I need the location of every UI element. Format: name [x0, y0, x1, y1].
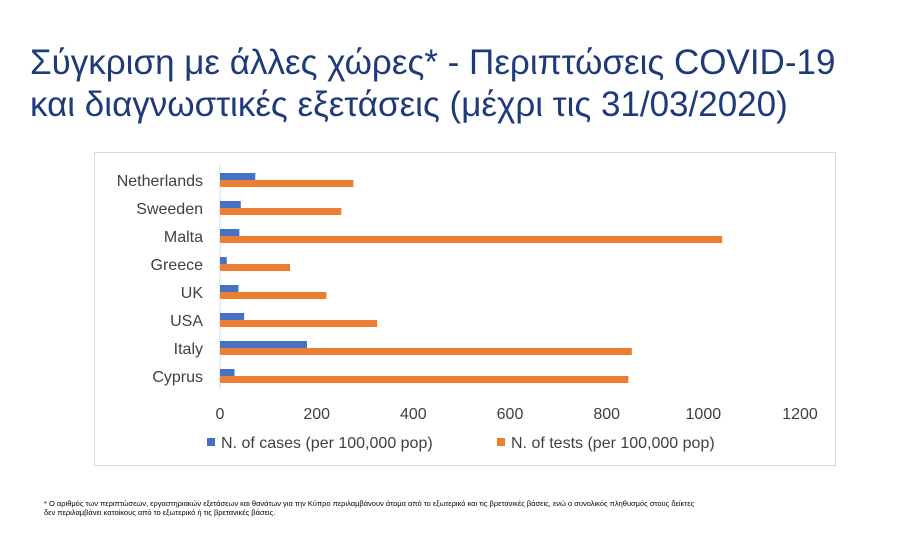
- bar-tests: [220, 236, 723, 243]
- category-label: USA: [170, 313, 203, 330]
- x-tick-label: 0: [216, 406, 225, 423]
- bar-cases: [220, 369, 235, 376]
- chart-legend: N. of cases (per 100,000 pop) N. of test…: [207, 435, 727, 455]
- footnote: * Ο αριθμός των περιπτώσεων, εργαστηριακ…: [44, 499, 844, 517]
- slide-title: Σύγκριση με άλλες χώρες* - Περιπτώσεις C…: [30, 42, 890, 126]
- category-label: Sweeden: [136, 201, 203, 218]
- bar-cases: [220, 257, 227, 264]
- legend-label-cases: N. of cases (per 100,000 pop): [221, 435, 433, 452]
- legend-swatch-tests: [497, 438, 505, 446]
- category-label: UK: [181, 285, 204, 302]
- bar-chart: Netherlands Sweeden Malta Greece UK USA Italy C…: [117, 165, 818, 423]
- category-label: Netherlands: [117, 173, 203, 190]
- category-label: Italy: [174, 341, 203, 358]
- chart-container: Netherlands Sweeden Malta Greece UK USA Italy C…: [94, 152, 836, 466]
- bar-cases: [220, 229, 240, 236]
- bar-cases: [220, 173, 256, 180]
- legend-item-tests: N. of tests (per 100,000 pop): [497, 435, 715, 453]
- x-tick-label: 200: [303, 406, 330, 423]
- x-tick-label: 1200: [782, 406, 818, 423]
- category-label: Malta: [164, 229, 203, 246]
- bar-tests: [220, 180, 354, 187]
- bar-cases: [220, 313, 245, 320]
- footnote-line-2: δεν περιλαμβάνει κατοίκους από το εξωτερ…: [44, 508, 276, 517]
- slide-title-line-2: και διαγνωστικές εξετάσεις (μέχρι τις 31…: [30, 85, 788, 124]
- legend-swatch-cases: [207, 438, 215, 446]
- bar-tests: [220, 264, 291, 271]
- bar-tests: [220, 208, 342, 215]
- legend-item-cases: N. of cases (per 100,000 pop): [207, 435, 433, 453]
- legend-label-tests: N. of tests (per 100,000 pop): [511, 435, 715, 452]
- x-tick-label: 600: [497, 406, 524, 423]
- bar-cases: [220, 285, 239, 292]
- bar-tests: [220, 348, 632, 355]
- slide-title-line-1: Σύγκριση με άλλες χώρες* - Περιπτώσεις C…: [30, 43, 836, 82]
- category-label: Greece: [151, 257, 204, 274]
- footnote-line-1: * Ο αριθμός των περιπτώσεων, εργαστηριακ…: [44, 499, 695, 508]
- x-tick-label: 400: [400, 406, 427, 423]
- bar-tests: [220, 320, 378, 327]
- x-tick-label: 1000: [686, 406, 722, 423]
- bar-cases: [220, 341, 307, 348]
- category-label: Cyprus: [152, 369, 203, 386]
- x-tick-label: 800: [593, 406, 620, 423]
- bar-tests: [220, 292, 327, 299]
- bar-tests: [220, 376, 629, 383]
- bar-cases: [220, 201, 241, 208]
